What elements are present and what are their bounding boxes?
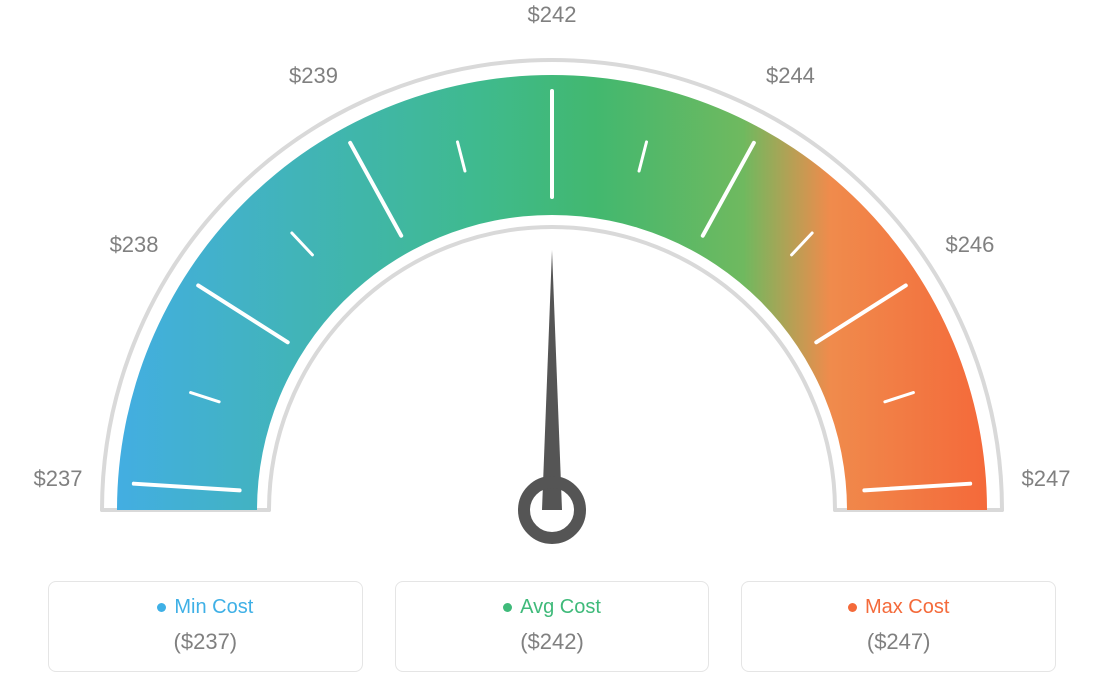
gauge-chart: $237 $238 $239 $242 $244 $246 $247 [0,0,1104,560]
gauge-svg [0,0,1104,560]
legend-avg-value: ($242) [396,629,709,655]
gauge-tick-label: $247 [1022,466,1071,492]
legend-max-box: Max Cost ($247) [741,581,1056,672]
legend-avg-box: Avg Cost ($242) [395,581,710,672]
gauge-tick-label: $244 [766,63,815,89]
legend-min-title: Min Cost [49,596,362,619]
legend-max-dot [848,603,857,612]
legend-avg-dot [503,603,512,612]
legend-min-value: ($237) [49,629,362,655]
legend-max-title: Max Cost [742,596,1055,619]
legend-row: Min Cost ($237) Avg Cost ($242) Max Cost… [0,581,1104,672]
legend-min-label: Min Cost [174,596,253,618]
gauge-tick-label: $246 [945,232,994,258]
gauge-tick-label: $242 [528,2,577,28]
legend-max-label: Max Cost [865,596,949,618]
legend-avg-title: Avg Cost [396,596,709,619]
legend-avg-label: Avg Cost [520,596,601,618]
gauge-tick-label: $238 [110,232,159,258]
legend-min-box: Min Cost ($237) [48,581,363,672]
gauge-tick-label: $239 [289,63,338,89]
gauge-tick-label: $237 [33,466,82,492]
legend-min-dot [157,603,166,612]
legend-max-value: ($247) [742,629,1055,655]
